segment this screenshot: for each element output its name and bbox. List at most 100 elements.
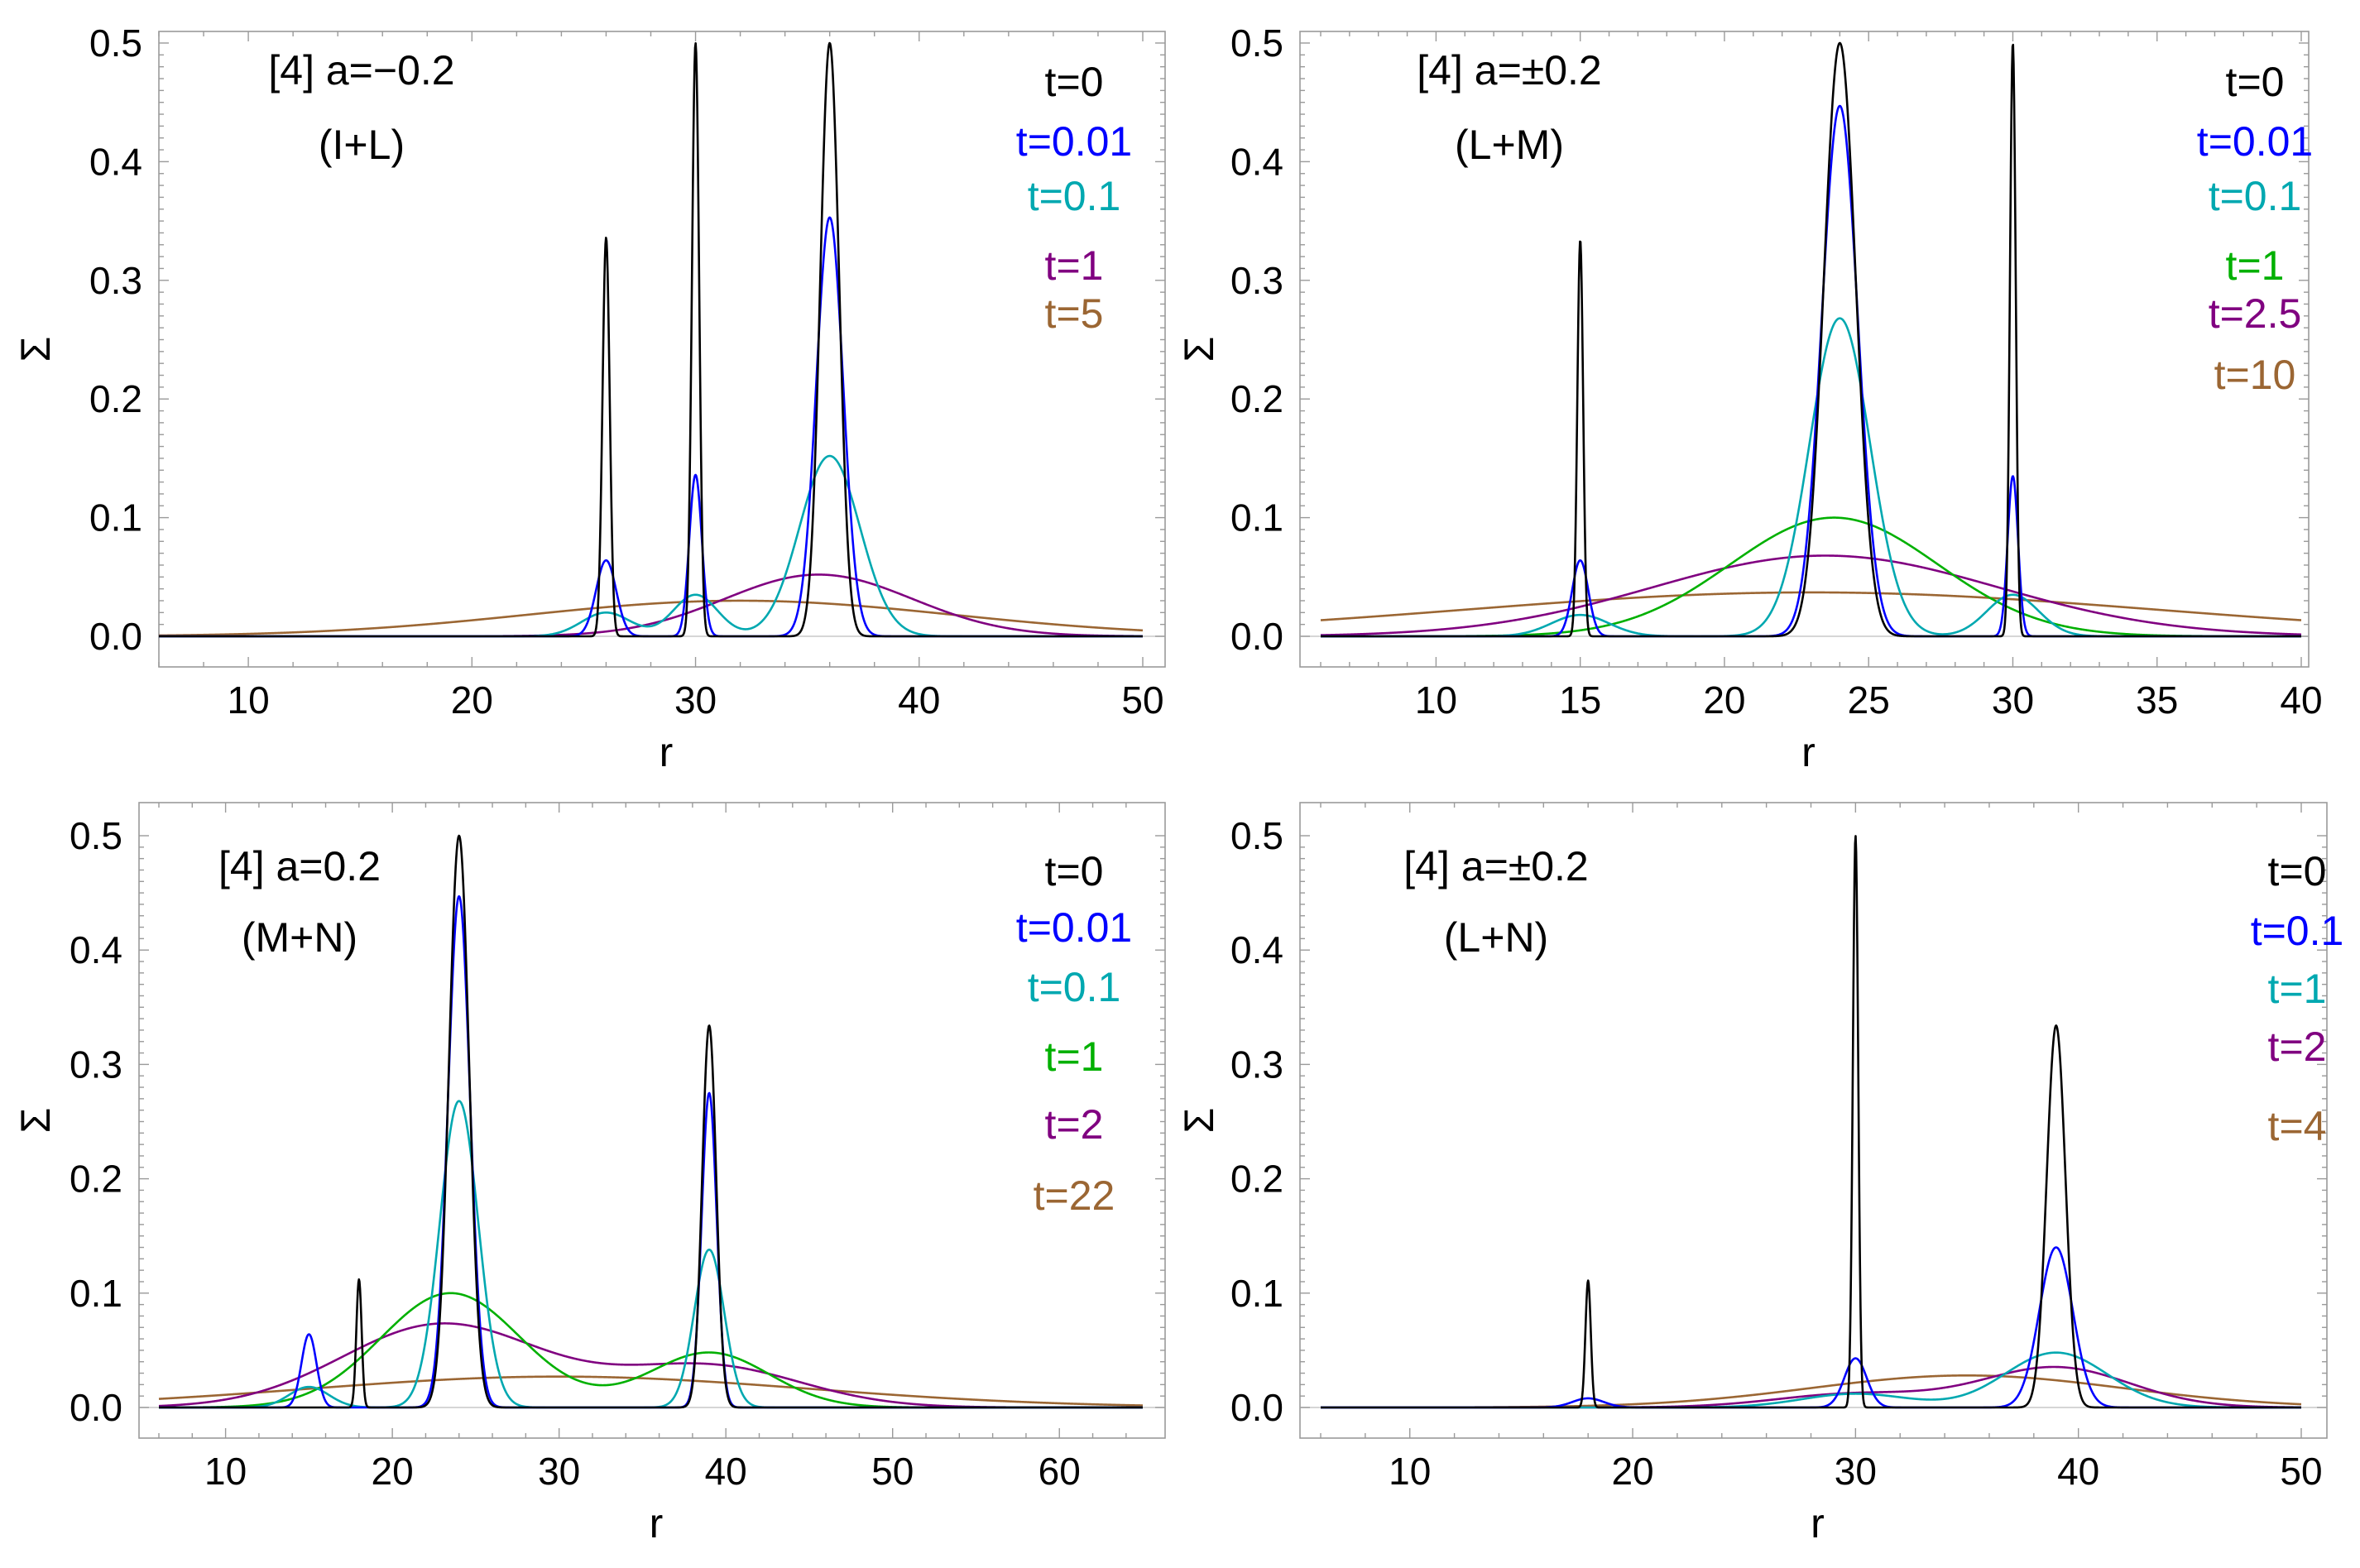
series-line-t-1	[1320, 1351, 2302, 1409]
y-tick-label: 0.5	[1230, 22, 1283, 65]
y-tick-label: 0.1	[1230, 1272, 1283, 1315]
y-tick-label: 0.2	[1230, 377, 1283, 420]
series-line-t-1	[158, 1292, 1144, 1409]
x-tick-label: 20	[1611, 1450, 1653, 1493]
x-tick-label: 30	[538, 1450, 580, 1493]
legend-entry: t=2	[2268, 1024, 2327, 1070]
x-tick-label: 50	[871, 1450, 914, 1493]
panel-subtitle: (L+M)	[1455, 122, 1564, 168]
y-axis-label: Σ	[12, 1108, 59, 1134]
y-tick-label: 0.0	[70, 1386, 122, 1429]
plot-frame	[1299, 802, 2328, 1439]
legend-entry: t=1	[1045, 1033, 1104, 1080]
series-line-t-22	[158, 1375, 1144, 1407]
y-tick-label: 0.0	[89, 615, 142, 658]
x-tick-label: 40	[898, 679, 940, 722]
legend-entry: t=0.1	[2209, 173, 2302, 219]
y-tick-label: 0.1	[89, 496, 142, 539]
y-axis-label: Σ	[1176, 1108, 1222, 1134]
legend-entry: t=2	[1045, 1101, 1104, 1148]
y-tick-label: 0.4	[1230, 928, 1283, 971]
legend-entry: t=0.1	[1028, 964, 1121, 1010]
y-tick-label: 0.0	[1230, 1386, 1283, 1429]
chart-panel-top-left: 10 20 30 40 50 0.0 0.1 0.2 0.3 0.4 0.5 r Σ [4] a=−0.2…	[12, 22, 1166, 775]
y-tick-label: 0.3	[70, 1043, 122, 1086]
y-tick-label: 0.1	[70, 1272, 122, 1315]
plot-frame	[1299, 31, 2310, 668]
x-tick-label: 20	[451, 679, 493, 722]
panel-subtitle: (L+N)	[1444, 914, 1548, 961]
y-tick-label: 0.4	[89, 140, 142, 183]
legend-entry: t=22	[1034, 1172, 1115, 1219]
y-tick-label: 0.5	[89, 22, 142, 65]
y-axis-label: Σ	[1176, 337, 1222, 362]
legend-entry: t=5	[1045, 290, 1104, 337]
x-axis-label: r	[660, 729, 674, 775]
series-line-t-0-01	[158, 894, 1144, 1409]
series-line-t-2-5	[1320, 554, 2302, 636]
plot-frame	[138, 802, 1166, 1439]
x-tick-label: 20	[1703, 679, 1745, 722]
legend-entry: t=0	[1045, 848, 1104, 894]
series-line-t-0	[158, 41, 1144, 638]
legend-entry: t=0.01	[1016, 904, 1132, 951]
x-tick-label: 10	[1389, 1450, 1431, 1493]
x-tick-label: 25	[1848, 679, 1890, 722]
legend-entry: t=0	[1045, 59, 1104, 105]
x-tick-label: 10	[1415, 679, 1457, 722]
y-tick-label: 0.3	[89, 259, 142, 302]
legend-entry: t=0.1	[2251, 908, 2344, 954]
series-line-t-0	[1320, 835, 2302, 1409]
series-line-t-0-1	[158, 454, 1144, 638]
x-tick-label: 10	[228, 679, 270, 722]
series-line-t-10	[1320, 591, 2302, 621]
y-tick-label: 0.5	[70, 814, 122, 857]
x-tick-label: 15	[1559, 679, 1601, 722]
series-line-t-0-01	[158, 216, 1144, 638]
x-tick-label: 50	[2280, 1450, 2322, 1493]
chart-panel-top-right: 10 15 20 25 30 35 40 0.0 0.1 0.2 0.3 0.4 0.5 r Σ [4] a=…	[1176, 22, 2323, 775]
chart-panel-bottom-left: 10 20 30 40 50 60 0.0 0.1 0.2 0.3 0.4 0.5 r Σ [4] a=0.…	[12, 802, 1166, 1546]
y-tick-label: 0.4	[1230, 140, 1283, 183]
x-axis-label: r	[1811, 1500, 1825, 1546]
x-tick-label: 10	[204, 1450, 247, 1493]
x-axis-label: r	[650, 1500, 664, 1546]
x-tick-label: 40	[2280, 679, 2322, 722]
legend-entry: t=1	[2226, 242, 2285, 289]
x-tick-label: 50	[1121, 679, 1163, 722]
y-axis-label: Σ	[12, 337, 59, 362]
y-tick-label: 0.2	[89, 377, 142, 420]
legend-entry: t=0.01	[2197, 118, 2313, 165]
series-line-t-0	[158, 834, 1144, 1409]
legend-entry: t=2.5	[2209, 290, 2302, 337]
series-line-t-0-1	[1320, 317, 2302, 638]
series-line-t-0-1	[1320, 1246, 2302, 1409]
panel-title: [4] a=±0.2	[1403, 843, 1588, 889]
legend-entry: t=4	[2268, 1103, 2327, 1149]
legend-entry: t=0	[2226, 59, 2285, 105]
x-tick-label: 30	[674, 679, 717, 722]
x-tick-label: 60	[1038, 1450, 1081, 1493]
x-tick-label: 30	[1835, 1450, 1877, 1493]
series-line-t-5	[158, 599, 1144, 637]
x-tick-label: 20	[372, 1450, 414, 1493]
series-line-t-0	[1320, 41, 2302, 638]
panel-subtitle: (I+L)	[319, 122, 405, 168]
y-tick-label: 0.2	[70, 1158, 122, 1201]
panel-title: [4] a=0.2	[218, 843, 381, 889]
x-tick-label: 40	[705, 1450, 747, 1493]
panel-title: [4] a=−0.2	[268, 47, 454, 94]
y-tick-label: 0.3	[1230, 1043, 1283, 1086]
x-tick-label: 35	[2136, 679, 2178, 722]
series-line-t-0-1	[158, 1100, 1144, 1409]
plot-frame	[158, 31, 1166, 668]
legend-entry: t=1	[2268, 966, 2327, 1012]
y-tick-label: 0.0	[1230, 615, 1283, 658]
legend-entry: t=0.1	[1028, 173, 1121, 219]
y-tick-label: 0.2	[1230, 1158, 1283, 1201]
y-tick-label: 0.5	[1230, 814, 1283, 857]
legend-entry: t=10	[2214, 352, 2296, 398]
x-tick-label: 40	[2057, 1450, 2099, 1493]
legend-entry: t=0.01	[1016, 118, 1132, 165]
